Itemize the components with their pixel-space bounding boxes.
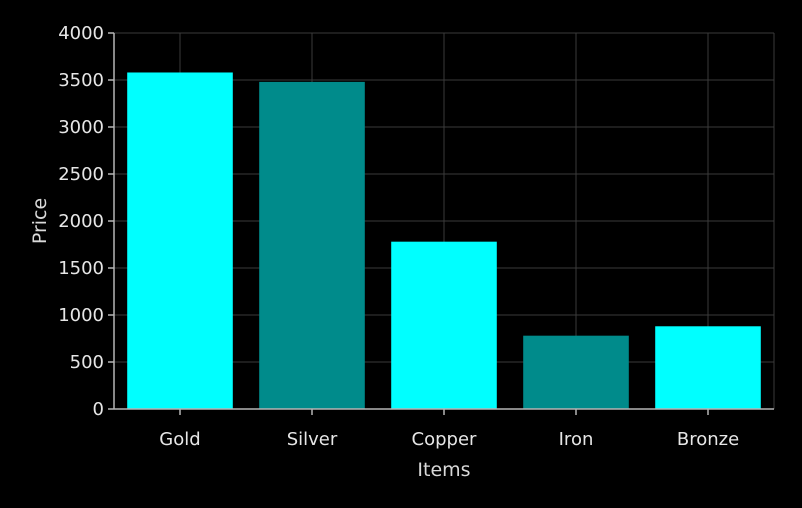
x-tick-label: Gold (159, 429, 200, 450)
y-tick-label: 2000 (58, 211, 104, 232)
x-tick-label: Silver (287, 429, 338, 450)
x-tick-label: Bronze (677, 429, 739, 450)
bar-silver (259, 81, 365, 409)
y-tick-label: 4000 (58, 23, 104, 44)
x-tick-label: Iron (559, 429, 594, 450)
y-tick-label: 2500 (58, 164, 104, 185)
y-tick-label: 3000 (58, 117, 104, 138)
y-tick-label: 1500 (58, 258, 104, 279)
bar-bronze (655, 326, 761, 409)
tick-labels: 0 500 1000 1500 2000 2500 3000 3500 4000 Gold Silv… (58, 23, 739, 450)
x-tick-label: Copper (412, 429, 478, 450)
y-tick-label: 0 (93, 399, 104, 420)
bar-iron (523, 335, 629, 409)
bar-gold (127, 72, 233, 409)
bar-copper (391, 241, 497, 409)
x-axis-title: Items (417, 459, 470, 481)
y-tick-label: 1000 (58, 305, 104, 326)
y-tick-label: 3500 (58, 70, 104, 91)
y-tick-label: 500 (70, 352, 104, 373)
bars (127, 72, 761, 409)
y-axis-title: Price (29, 198, 51, 244)
axes (108, 32, 774, 415)
